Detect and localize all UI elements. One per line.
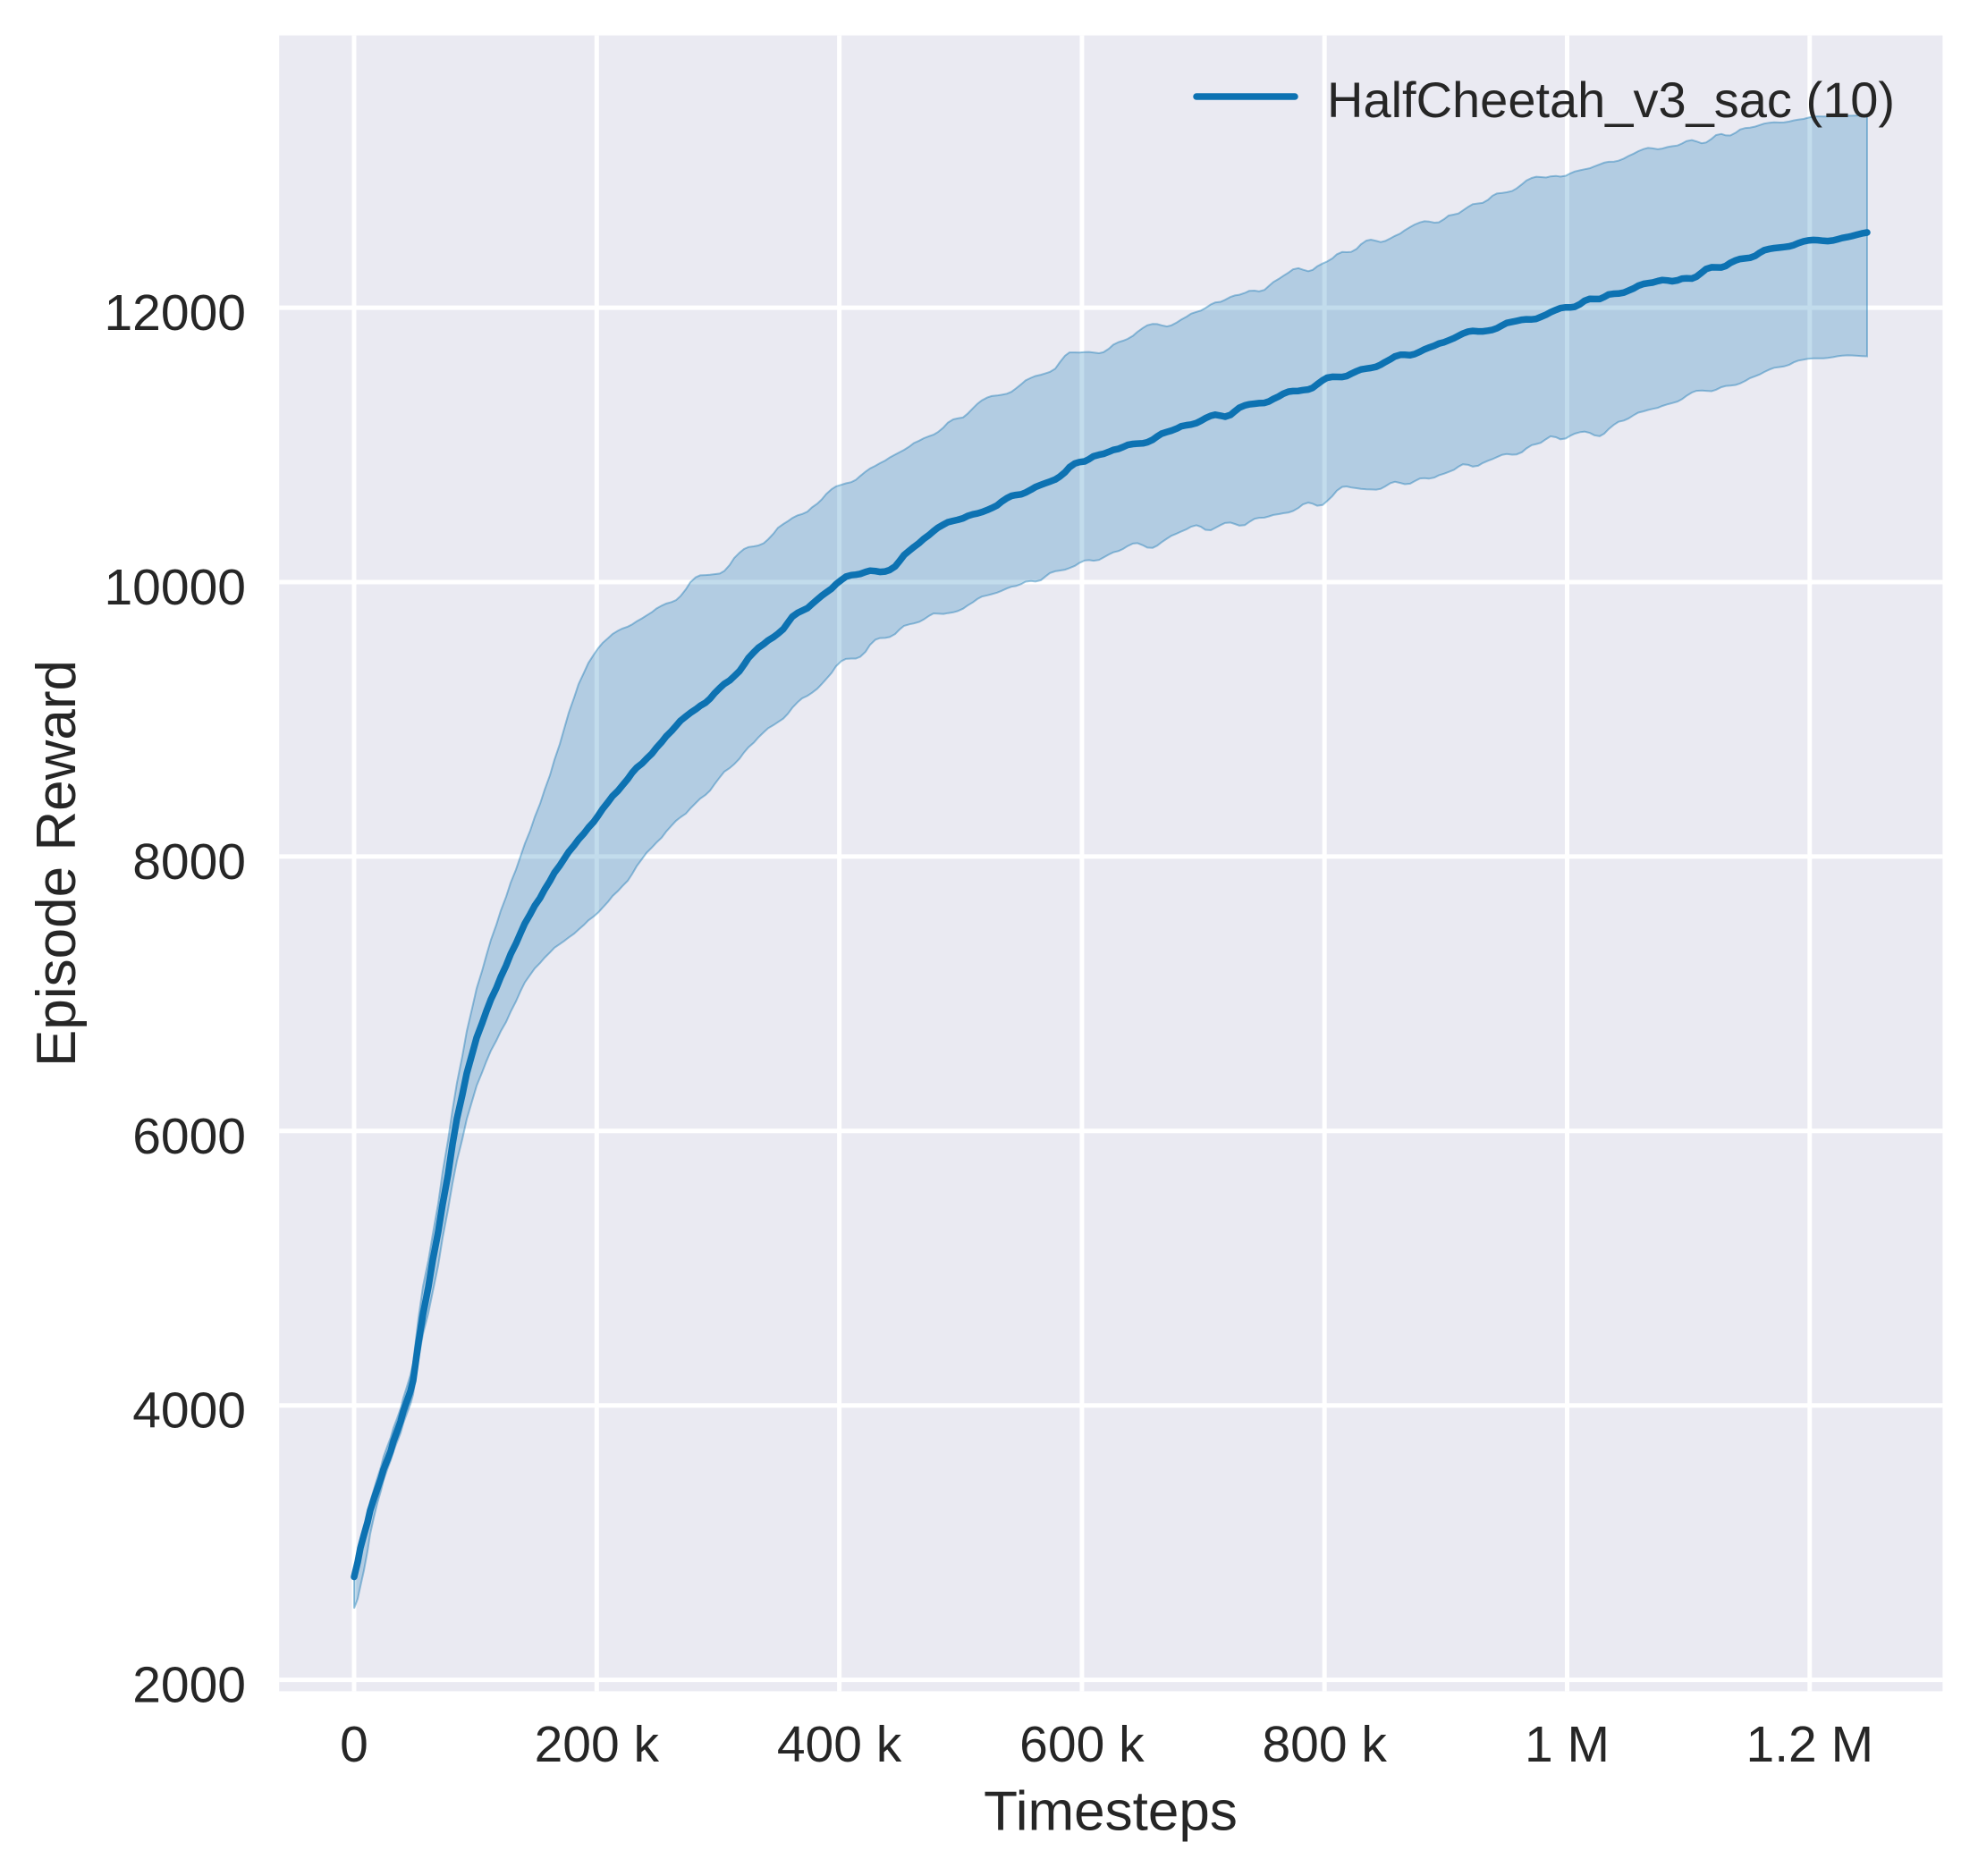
svg-text:800 k: 800 k [1262, 1716, 1387, 1773]
svg-text:Episode Reward: Episode Reward [26, 660, 88, 1067]
svg-text:8000: 8000 [132, 833, 246, 891]
svg-text:10000: 10000 [104, 559, 246, 616]
svg-text:1 M: 1 M [1525, 1716, 1610, 1773]
svg-text:HalfCheetah_v3_sac (10): HalfCheetah_v3_sac (10) [1327, 72, 1895, 128]
svg-text:0: 0 [340, 1716, 368, 1773]
svg-text:1.2 M: 1.2 M [1746, 1716, 1874, 1773]
svg-text:2000: 2000 [132, 1657, 246, 1714]
svg-text:6000: 6000 [132, 1108, 246, 1165]
svg-text:4000: 4000 [132, 1382, 246, 1440]
svg-text:12000: 12000 [104, 284, 246, 342]
svg-text:Timesteps: Timesteps [984, 1780, 1238, 1842]
svg-text:400 k: 400 k [777, 1716, 902, 1773]
svg-text:600 k: 600 k [1019, 1716, 1145, 1773]
svg-text:200 k: 200 k [535, 1716, 660, 1773]
